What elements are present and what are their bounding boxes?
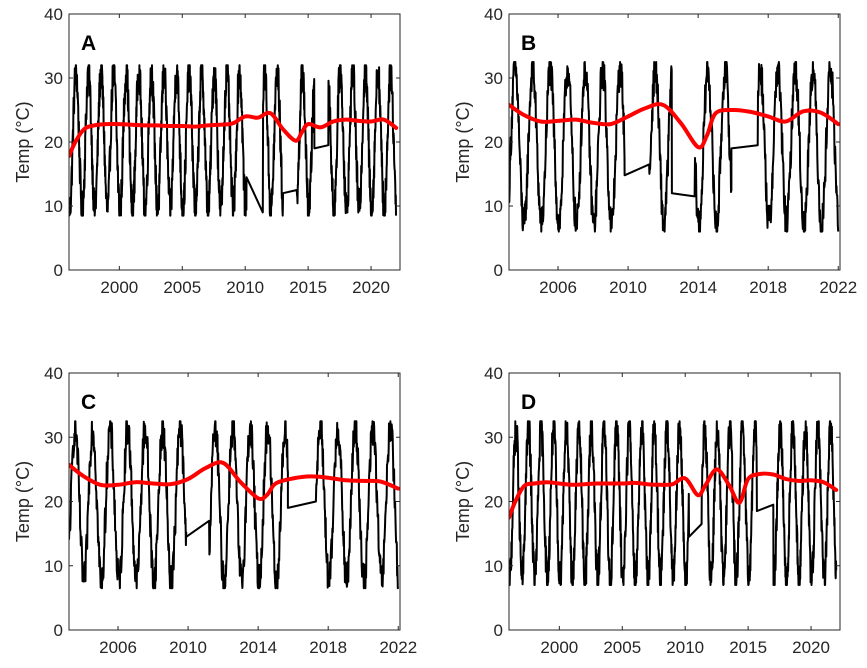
x-tick-label: 2000 bbox=[540, 638, 578, 657]
x-tick-label: 2018 bbox=[309, 638, 347, 657]
x-tick-label: 2005 bbox=[603, 638, 641, 657]
y-axis-label: Temp (°C) bbox=[453, 461, 473, 542]
raw-temperature-line bbox=[69, 420, 400, 590]
x-tick-label: 2022 bbox=[819, 278, 857, 297]
y-tick-label: 40 bbox=[484, 5, 503, 24]
y-tick-label: 40 bbox=[44, 5, 63, 24]
panel-letter: A bbox=[81, 32, 96, 55]
x-tick-label: 2000 bbox=[100, 278, 138, 297]
y-tick-label: 30 bbox=[44, 69, 63, 88]
x-tick-label: 2022 bbox=[379, 638, 417, 657]
y-tick-label: 10 bbox=[484, 197, 503, 216]
trend-line bbox=[69, 110, 399, 159]
y-tick-label: 40 bbox=[484, 364, 503, 383]
y-tick-label: 40 bbox=[44, 364, 63, 383]
x-tick-label: 2006 bbox=[539, 278, 577, 297]
x-tick-label: 2018 bbox=[749, 278, 787, 297]
y-tick-label: 0 bbox=[494, 621, 503, 640]
y-tick-label: 0 bbox=[54, 621, 63, 640]
panel-c: 0 10 20 30 40 2006 2010 2014 2018 2022 Temp (°C) C bbox=[13, 364, 417, 657]
y-tick-label: 30 bbox=[44, 428, 63, 447]
y-tick-label: 20 bbox=[44, 133, 63, 152]
x-tick-label: 2006 bbox=[99, 638, 137, 657]
y-tick-label: 30 bbox=[484, 428, 503, 447]
y-axis-label: Temp (°C) bbox=[13, 461, 33, 542]
trend-line bbox=[509, 102, 840, 150]
x-tick-label: 2010 bbox=[226, 278, 264, 297]
y-tick-label: 10 bbox=[484, 557, 503, 576]
trend-line bbox=[69, 460, 400, 502]
x-tick-label: 2014 bbox=[679, 278, 717, 297]
y-tick-label: 20 bbox=[484, 133, 503, 152]
x-tick-label: 2010 bbox=[609, 278, 647, 297]
x-tick-label: 2014 bbox=[239, 638, 277, 657]
y-tick-label: 10 bbox=[44, 197, 63, 216]
y-axis-label: Temp (°C) bbox=[453, 101, 473, 182]
x-tick-label: 2015 bbox=[729, 638, 767, 657]
y-tick-label: 0 bbox=[494, 261, 503, 280]
y-tick-label: 20 bbox=[484, 493, 503, 512]
raw-temperature-line bbox=[509, 61, 840, 233]
x-tick-label: 2020 bbox=[792, 638, 830, 657]
x-tick-label: 2010 bbox=[666, 638, 704, 657]
y-tick-label: 20 bbox=[44, 493, 63, 512]
panel-letter: D bbox=[521, 391, 536, 414]
panel-d: 0 10 20 30 40 2000 2005 2010 2015 2020 Temp (°C) D bbox=[453, 364, 841, 657]
raw-temperature-line bbox=[69, 64, 397, 217]
x-tick-label: 2005 bbox=[163, 278, 201, 297]
y-axis-label: Temp (°C) bbox=[13, 101, 33, 182]
y-tick-label: 10 bbox=[44, 557, 63, 576]
trend-line bbox=[509, 467, 839, 520]
panel-letter: B bbox=[521, 32, 536, 55]
panel-a: 0 10 20 30 40 2000 2005 2010 2015 2020 Temp (°C) A bbox=[13, 5, 401, 297]
x-tick-label: 2015 bbox=[289, 278, 327, 297]
x-tick-label: 2020 bbox=[352, 278, 390, 297]
y-tick-label: 30 bbox=[484, 69, 503, 88]
y-tick-label: 0 bbox=[54, 261, 63, 280]
raw-temperature-line bbox=[509, 420, 838, 586]
x-tick-label: 2010 bbox=[169, 638, 207, 657]
panel-b: 0 10 20 30 40 2006 2010 2014 2018 2022 Temp (°C) B bbox=[453, 5, 857, 297]
panel-letter: C bbox=[81, 391, 96, 414]
